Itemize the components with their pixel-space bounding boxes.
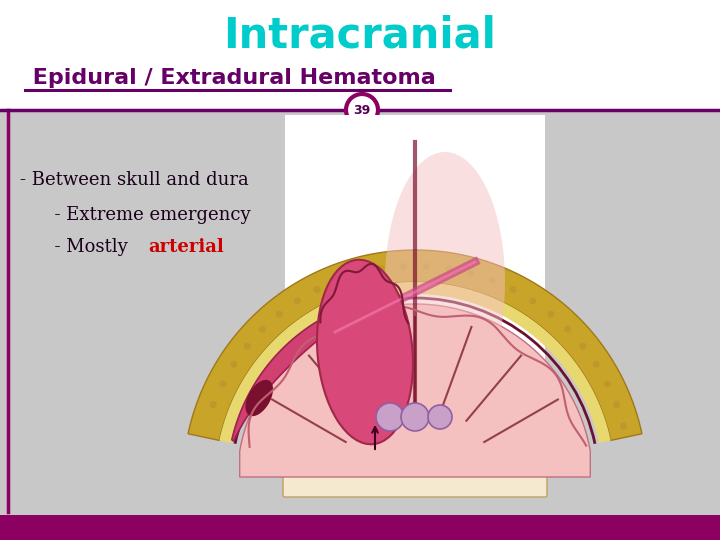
Circle shape: [423, 263, 430, 270]
Circle shape: [439, 465, 444, 470]
Circle shape: [511, 465, 516, 470]
Circle shape: [613, 401, 620, 408]
Bar: [285, 115, 545, 495]
Text: - Extreme emergency: - Extreme emergency: [20, 206, 251, 224]
Circle shape: [367, 465, 372, 470]
Bar: [0, 515, 720, 540]
Text: - Mostly: - Mostly: [20, 238, 133, 256]
Circle shape: [547, 310, 554, 318]
Circle shape: [536, 465, 541, 470]
Bar: [285, 435, 545, 495]
Polygon shape: [240, 304, 590, 477]
Circle shape: [487, 465, 492, 470]
Circle shape: [343, 465, 348, 470]
Circle shape: [304, 465, 308, 470]
Circle shape: [400, 465, 405, 470]
Circle shape: [489, 277, 496, 284]
Circle shape: [456, 465, 461, 470]
Circle shape: [376, 403, 404, 431]
Circle shape: [564, 326, 571, 333]
Ellipse shape: [317, 260, 413, 444]
Circle shape: [384, 465, 389, 470]
Circle shape: [401, 403, 429, 431]
Circle shape: [593, 361, 600, 368]
Circle shape: [467, 270, 474, 277]
Circle shape: [400, 263, 408, 270]
Circle shape: [312, 465, 317, 470]
Circle shape: [334, 277, 341, 284]
Text: - Between skull and dura: - Between skull and dura: [20, 171, 248, 189]
Circle shape: [219, 381, 226, 387]
Circle shape: [464, 465, 469, 470]
Circle shape: [480, 465, 485, 470]
Circle shape: [408, 465, 413, 470]
Circle shape: [472, 465, 477, 470]
Circle shape: [294, 298, 301, 305]
Circle shape: [620, 423, 627, 430]
Circle shape: [336, 465, 341, 470]
Polygon shape: [232, 297, 382, 441]
Circle shape: [328, 465, 333, 470]
Circle shape: [346, 94, 378, 126]
Circle shape: [448, 465, 452, 470]
Circle shape: [276, 310, 282, 318]
Ellipse shape: [246, 380, 273, 416]
Circle shape: [356, 270, 363, 277]
Circle shape: [258, 326, 266, 333]
Circle shape: [313, 286, 320, 293]
Circle shape: [243, 342, 251, 349]
Circle shape: [520, 465, 524, 470]
Circle shape: [230, 361, 238, 368]
Circle shape: [415, 465, 420, 470]
Circle shape: [445, 265, 452, 272]
Circle shape: [392, 465, 397, 470]
Ellipse shape: [385, 152, 505, 412]
Circle shape: [528, 465, 533, 470]
Text: Intracranial: Intracranial: [224, 14, 496, 56]
Circle shape: [359, 465, 364, 470]
Circle shape: [503, 465, 508, 470]
Text: 39: 39: [354, 104, 371, 117]
Text: arterial: arterial: [148, 238, 224, 256]
Circle shape: [510, 286, 516, 293]
Polygon shape: [188, 250, 642, 441]
Circle shape: [351, 465, 356, 470]
Circle shape: [495, 465, 500, 470]
Circle shape: [580, 342, 586, 349]
Circle shape: [376, 465, 380, 470]
Circle shape: [287, 465, 292, 470]
Circle shape: [604, 381, 611, 387]
Circle shape: [295, 465, 300, 470]
Bar: [0, 0, 720, 110]
Bar: [0, 110, 720, 515]
Circle shape: [431, 465, 436, 470]
Polygon shape: [220, 282, 611, 443]
Circle shape: [423, 465, 428, 470]
FancyBboxPatch shape: [283, 438, 547, 497]
Circle shape: [529, 298, 536, 305]
Circle shape: [428, 405, 452, 429]
Text: Epidural / Extradural Hematoma: Epidural / Extradural Hematoma: [25, 68, 436, 88]
Circle shape: [210, 401, 217, 408]
Circle shape: [378, 265, 384, 272]
Circle shape: [320, 465, 325, 470]
